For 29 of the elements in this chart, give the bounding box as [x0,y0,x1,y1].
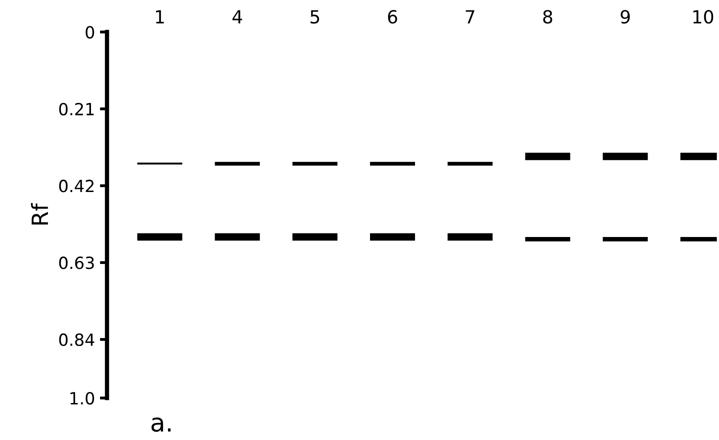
x-tick-label: 8 [543,10,552,24]
bar [448,162,493,166]
bar [448,233,493,241]
x-tick-label: 1 [156,10,164,24]
x-tick-label: 10 [693,10,714,24]
y-tick-label: 0.42 [59,180,94,192]
bar [137,233,182,241]
y-tick-label: 0 [86,26,94,39]
bar [370,162,416,166]
text: a. [152,418,171,432]
bar [292,233,338,241]
bar [602,152,648,160]
bar [525,152,570,160]
y-tick-label: 0.84 [59,333,94,346]
bar [214,233,260,241]
bar [370,233,416,241]
y-tick-label: 0.63 [59,256,94,270]
x-tick-label: 6 [388,10,398,24]
x-tick-label: 5 [310,10,320,24]
x-tick-label: 9 [620,10,630,24]
x-tick-label: 4 [232,10,242,24]
x-tick-label: 7 [466,10,474,24]
y-axis-title: Rf [31,202,48,224]
bar [602,236,648,242]
bar [214,162,260,166]
bar [292,162,338,166]
y-tick-label: 1.0 [70,392,94,405]
y-tick-label: 0.21 [59,102,94,116]
bar [525,236,570,242]
